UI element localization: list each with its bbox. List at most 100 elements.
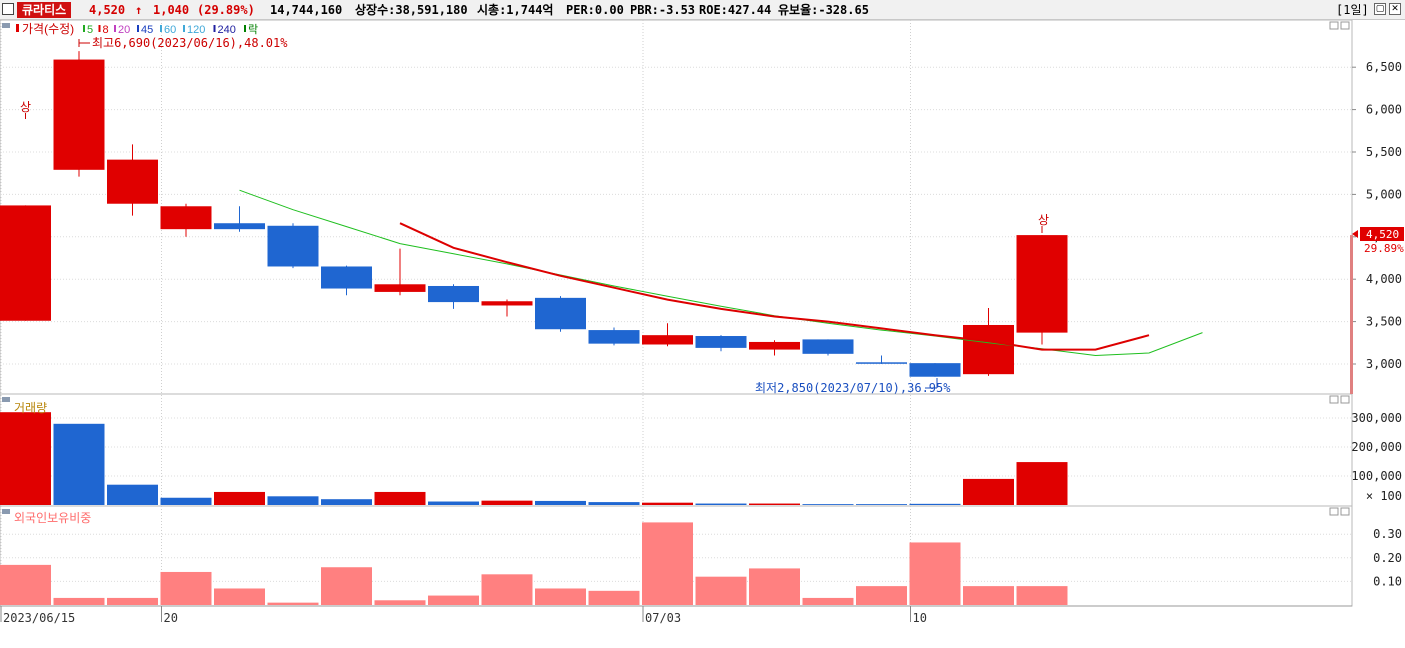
volume-bar	[481, 500, 533, 505]
candle-body	[642, 335, 693, 345]
volume-bar	[1016, 462, 1068, 505]
panel-handle-icon	[2, 23, 10, 28]
price-y-tick-label: 6,500	[1366, 60, 1402, 74]
foreign-ownership-bar	[481, 574, 533, 605]
up-arrow-icon: ↑	[135, 3, 143, 17]
legend-ma-marker	[98, 25, 101, 32]
volume-y-tick-label: 300,000	[1351, 411, 1402, 425]
candle-body	[214, 223, 265, 230]
volume-y-tick-label: 200,000	[1351, 440, 1402, 454]
price-y-tick-label: 6,000	[1366, 103, 1402, 117]
candle-body	[802, 339, 854, 354]
volume-bar	[749, 503, 800, 505]
legend-marker	[16, 24, 19, 32]
volume-y-tick-label: × 100	[1366, 489, 1402, 503]
volume-bar	[535, 500, 586, 505]
candle-body	[321, 266, 372, 289]
current-price: 4,520	[89, 3, 126, 17]
foreign-ownership-bar	[214, 588, 265, 605]
legend-ma-240: 240	[218, 24, 236, 36]
volume-y-tick-label: 100,000	[1351, 469, 1402, 483]
foreign-ownership-bars	[0, 522, 1068, 605]
panel-minimize-icon	[1329, 21, 1339, 30]
maximize-icon[interactable]: ▢	[1374, 3, 1386, 15]
x-tick-label: 10	[913, 611, 927, 625]
panel-handle-icon	[2, 397, 10, 402]
candle-body	[1016, 235, 1068, 333]
volume-bar	[214, 491, 265, 505]
foreign-ownership-bar	[267, 602, 319, 605]
volume-bar	[160, 497, 212, 505]
foreign-y-tick-label: 0.20	[1373, 551, 1402, 565]
period-selector[interactable]: [1일]	[1336, 3, 1369, 17]
high-price-annotation: 최고6,690(2023/06/16),48.01%	[92, 36, 288, 50]
candle-body	[374, 284, 426, 292]
foreign-ownership-bar	[374, 600, 426, 605]
foreign-ownership-bar	[53, 597, 105, 605]
foreign-ownership-bar	[1016, 586, 1068, 605]
close-icon[interactable]: ✕	[1389, 3, 1401, 15]
price-legend: 가격(수정) 5 8 20 45 60 120 240 락	[16, 22, 258, 36]
current-price-range-bar	[1350, 235, 1353, 394]
pbr-value: PBR:-3.53	[630, 3, 696, 17]
volume-panel-title: 거래량	[14, 401, 47, 415]
volume-bar	[642, 502, 693, 505]
volume-bars	[0, 412, 1068, 505]
candle-body	[909, 363, 961, 377]
legend-ma-120: 120	[187, 24, 205, 36]
current-price-tag-bg	[1360, 227, 1404, 241]
price-y-tick-label: 5,000	[1366, 187, 1402, 201]
volume-bar	[428, 501, 479, 505]
legend-ma-marker	[183, 25, 185, 32]
volume-bar	[695, 503, 747, 505]
current-price-pointer-icon	[1352, 230, 1358, 238]
panel-handle-icon	[2, 509, 10, 514]
change-percent: (29.89%)	[197, 3, 255, 17]
volume-value: 14,744,160	[270, 3, 343, 17]
legend-ma-marker	[160, 25, 162, 32]
current-change-tag: 29.89%	[1364, 242, 1404, 255]
legend-ma-marker	[137, 25, 139, 32]
stock-name[interactable]: 큐라티스	[17, 2, 72, 18]
candle-body	[267, 225, 319, 267]
candle-body	[0, 205, 51, 321]
foreign-y-tick-label: 0.10	[1373, 574, 1402, 588]
candle-body	[107, 159, 158, 204]
candle-body	[160, 206, 212, 230]
stock-chart[interactable]: 2023/06/152007/03103,0003,5004,0004,5005…	[0, 20, 1405, 648]
price-change: 1,040	[153, 3, 190, 17]
moving-average-lines	[239, 189, 1203, 357]
foreign-ownership-bar	[160, 571, 212, 605]
foreign-ownership-bar	[321, 567, 372, 605]
per-value: PER:0.00	[566, 3, 624, 17]
market-cap: 시총:1,744억	[477, 3, 554, 17]
legend-ma-marker	[213, 25, 216, 32]
volume-bar	[802, 504, 854, 505]
current-price-tag: 4,520	[1366, 228, 1399, 241]
volume-bar	[856, 504, 907, 505]
candle-body	[588, 330, 640, 344]
panel-maximize-icon	[1340, 395, 1350, 404]
foreign-ownership-bar	[856, 586, 907, 605]
panel-maximize-icon	[1340, 21, 1350, 30]
volume-bar	[0, 412, 51, 505]
price-y-tick-label: 4,000	[1366, 272, 1402, 286]
candle-body	[535, 297, 586, 330]
legend-ma-60: 60	[164, 24, 176, 36]
x-tick-label: 2023/06/15	[3, 611, 75, 625]
volume-bar	[963, 478, 1014, 505]
legend-ma-락: 락	[248, 23, 258, 36]
legend-ma-marker	[244, 25, 246, 32]
foreign-ownership-bar	[642, 522, 693, 605]
candle-body	[53, 59, 105, 170]
price-y-tick-label: 3,500	[1366, 315, 1402, 329]
foreign-ownership-bar	[963, 586, 1014, 605]
volume-bar	[588, 502, 640, 505]
x-tick-label: 07/03	[645, 611, 681, 625]
select-checkbox[interactable]	[2, 3, 14, 15]
panel-minimize-icon	[1329, 395, 1339, 404]
volume-bar	[909, 503, 961, 505]
foreign-ownership-bar	[535, 588, 586, 605]
price-y-tick-label: 5,500	[1366, 145, 1402, 159]
candle-body	[749, 341, 800, 350]
